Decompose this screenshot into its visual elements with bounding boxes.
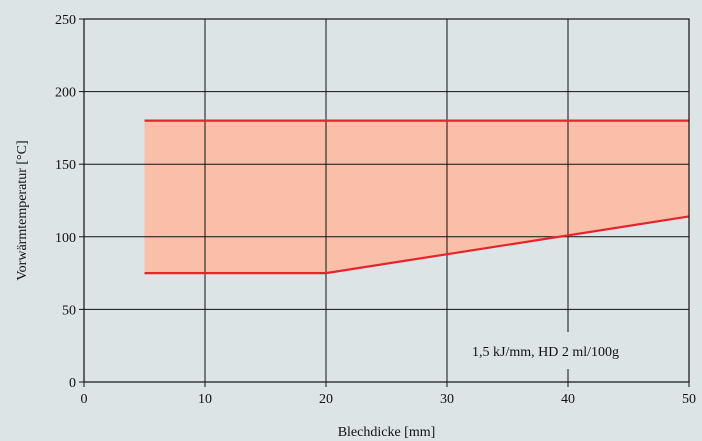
grid-layer	[84, 19, 689, 382]
x-tick-label: 30	[440, 392, 454, 407]
annotation-background	[462, 332, 686, 369]
y-tick-label: 50	[62, 303, 76, 318]
x-axis-title: Blechdicke [mm]	[338, 425, 436, 440]
x-tick-label: 10	[198, 392, 212, 407]
preheat-range-band	[144, 120, 689, 274]
y-axis-title: Vorwärmtemperatur [°C]	[15, 140, 30, 280]
y-tick-label: 250	[55, 13, 76, 28]
y-tick-label: 200	[55, 86, 76, 101]
x-tick-label: 0	[81, 392, 88, 407]
line-layer	[144, 119, 690, 275]
band-layer	[144, 120, 689, 274]
x-tick-label: 20	[319, 392, 333, 407]
y-tick-label: 100	[55, 231, 76, 246]
annotation-layer: 1,5 kJ/mm, HD 2 ml/100g	[462, 332, 686, 369]
annotation-label: 1,5 kJ/mm, HD 2 ml/100g	[472, 345, 619, 360]
plot-frame	[83, 18, 690, 383]
y-tick-label: 150	[55, 158, 76, 173]
x-tick-label: 40	[561, 392, 575, 407]
axis-layer: 0 10 20 30 40 50 0 50 100 150 200 250	[55, 13, 696, 407]
x-tick-label: 50	[682, 392, 696, 407]
y-tick-label: 0	[69, 376, 76, 391]
lower-boundary-line	[144, 215, 690, 275]
